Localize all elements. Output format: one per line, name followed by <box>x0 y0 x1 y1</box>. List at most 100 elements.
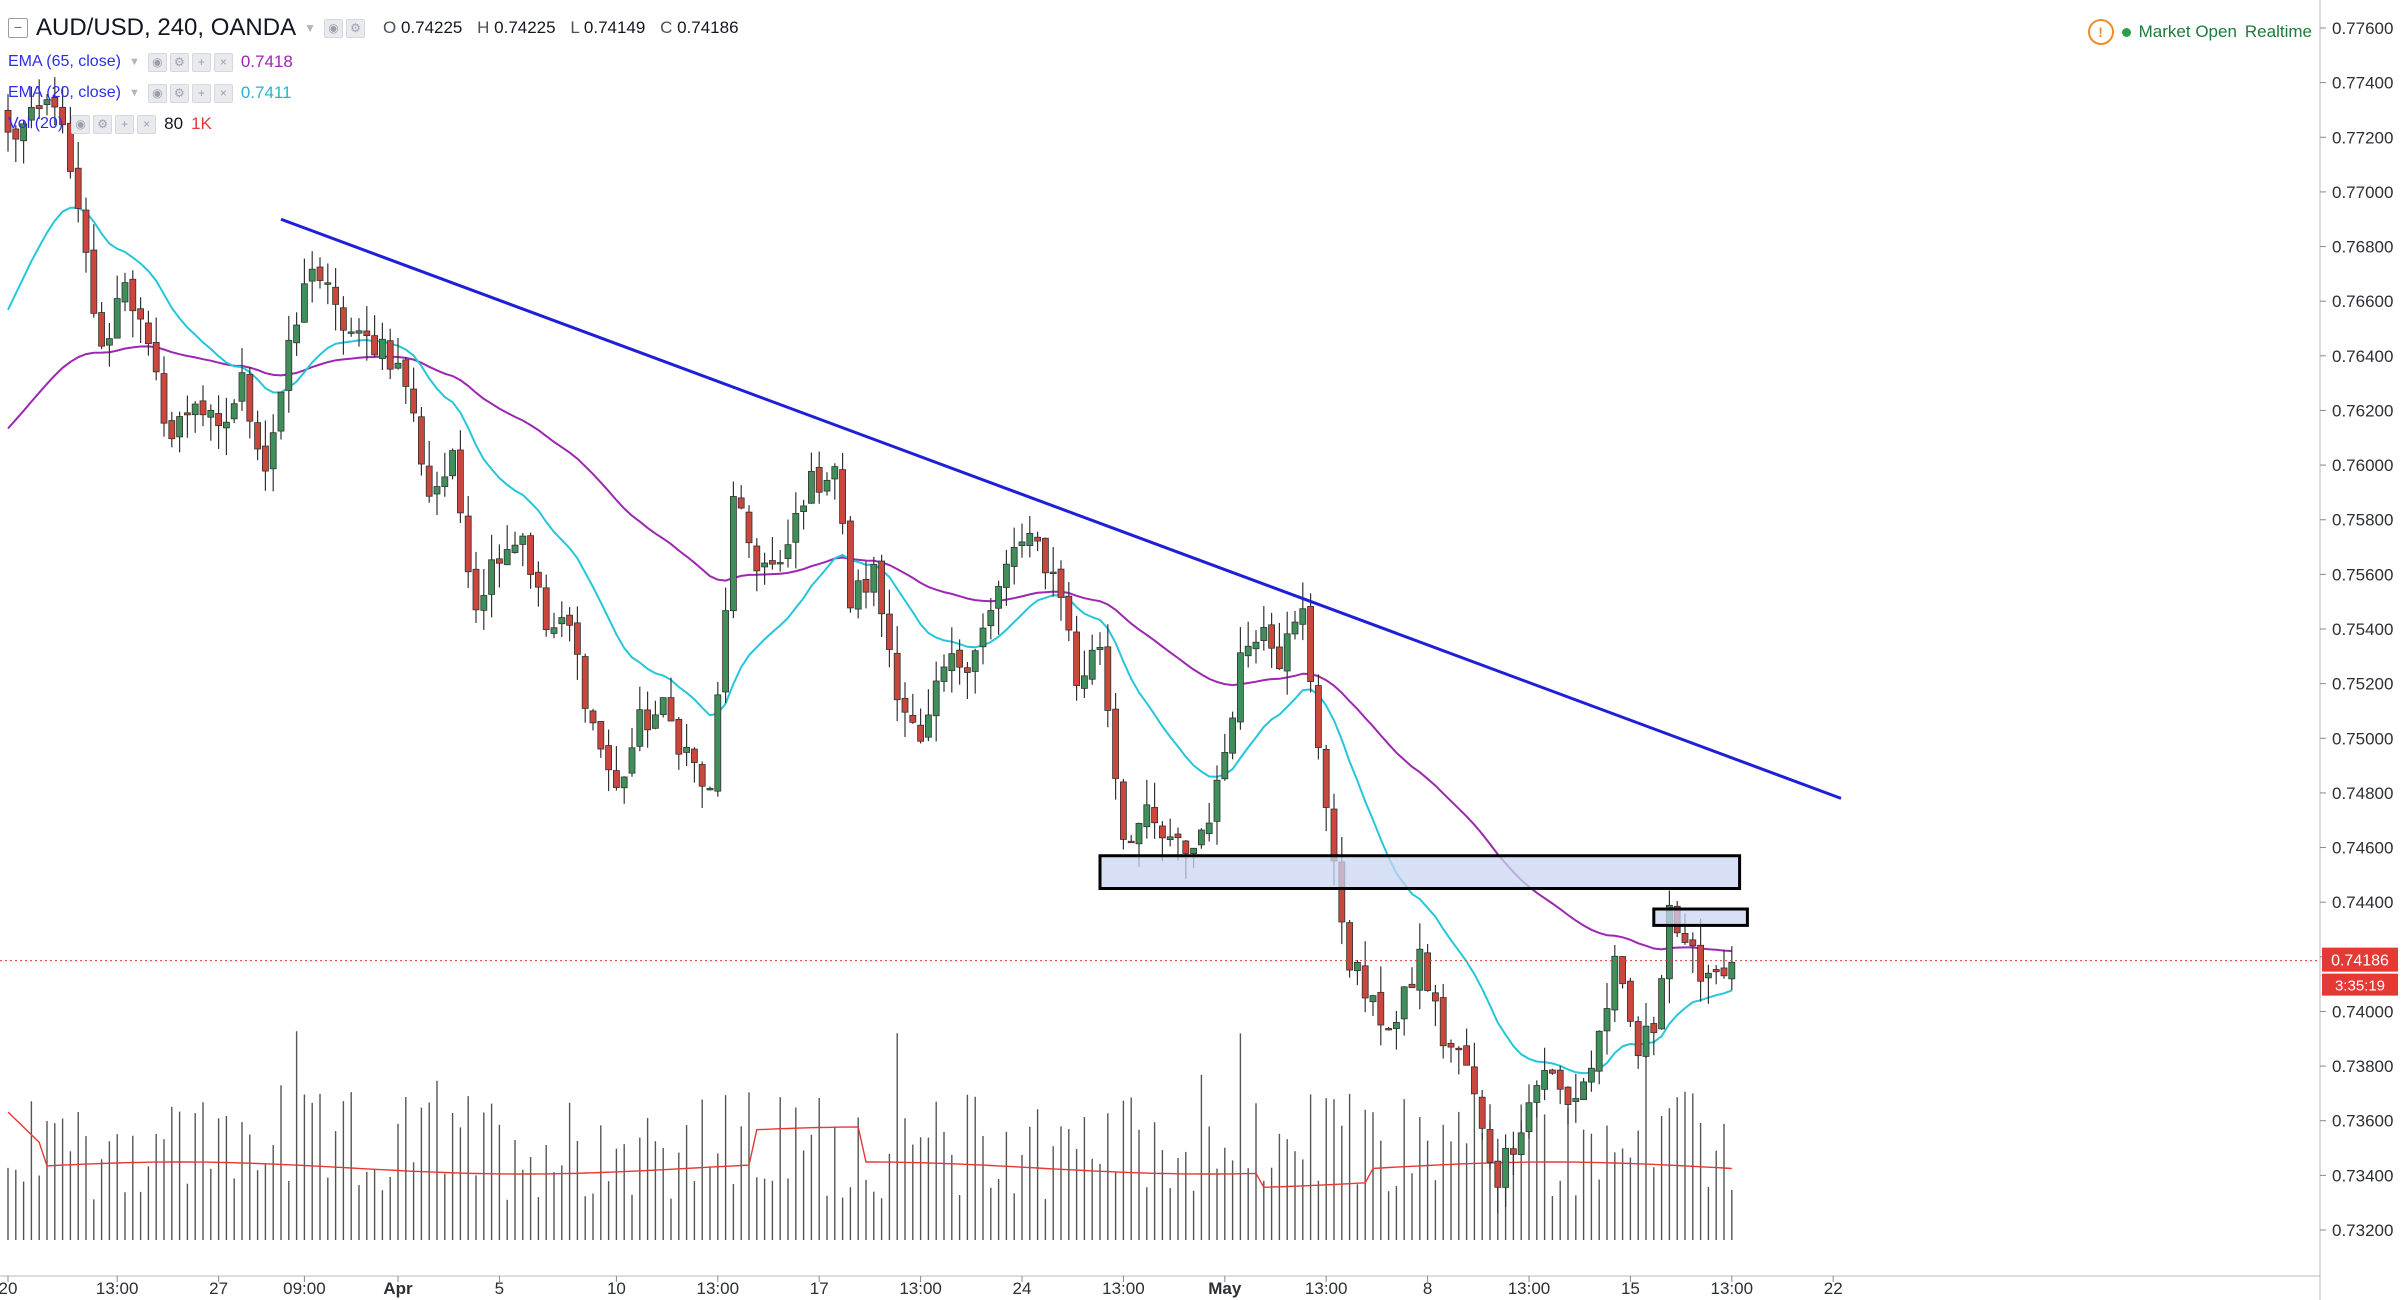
warning-icon[interactable]: ! <box>2087 19 2114 45</box>
candle-body <box>1712 969 1720 973</box>
volume-controls: ◉ ⚙ + × <box>71 114 157 134</box>
candle <box>1611 945 1619 1023</box>
candle <box>1650 1016 1658 1056</box>
candle <box>347 317 355 337</box>
candle <box>831 463 839 500</box>
candle <box>59 86 66 134</box>
price-axis[interactable]: 0.77600 0.77400 0.77200 0.77000 0.76800 0.766… <box>2320 19 2393 1240</box>
candle <box>1377 966 1385 1046</box>
candle <box>659 697 667 718</box>
close-icon[interactable]: × <box>213 83 233 103</box>
candle-body <box>1252 641 1260 650</box>
chevron-down-icon[interactable]: ▼ <box>128 87 140 99</box>
time-axis[interactable]: 20 13:00 27 09:00 Apr 5 10 13:00 17 13:00 24 13:00 M… <box>0 1276 1843 1298</box>
plot-background <box>0 0 2320 1276</box>
candle <box>730 481 737 619</box>
candle-body <box>769 560 776 565</box>
candle-body <box>730 496 737 612</box>
candle-body <box>1198 829 1205 846</box>
chevron-down-icon[interactable]: ▼ <box>304 21 316 35</box>
eye-icon[interactable]: ◉ <box>147 83 167 103</box>
ema65-label[interactable]: EMA (65, close) <box>8 53 121 70</box>
candle <box>324 263 332 305</box>
candle-body <box>1307 606 1314 682</box>
candle <box>1065 581 1073 642</box>
add-icon[interactable]: + <box>191 52 211 72</box>
candle-body <box>1595 1030 1603 1072</box>
candle <box>1439 983 1447 1059</box>
candle <box>987 597 995 640</box>
ema65-line <box>7 345 1732 952</box>
ema20-line <box>7 206 1733 1075</box>
candle-body <box>620 776 628 789</box>
y-tick-label: 0.74000 <box>2332 1002 2393 1021</box>
x-tick-label: 20 <box>0 1279 17 1298</box>
candle <box>316 257 324 289</box>
gear-icon[interactable]: ⚙ <box>345 18 365 38</box>
eye-icon[interactable]: ◉ <box>71 114 91 134</box>
candle-body <box>285 339 293 391</box>
candle-body <box>1135 822 1143 845</box>
candle-body <box>792 512 800 543</box>
candle <box>839 452 846 535</box>
candle-body <box>1424 952 1431 991</box>
candle-body <box>74 167 82 209</box>
candle-body <box>1650 1023 1658 1034</box>
candle <box>261 420 269 491</box>
candle-body <box>1229 717 1236 754</box>
candle-body <box>940 666 948 682</box>
add-icon[interactable]: + <box>115 114 135 134</box>
candle-body <box>113 298 121 339</box>
candle-body <box>51 97 59 108</box>
close-icon[interactable]: × <box>213 52 233 72</box>
symbol-title[interactable]: AUD/USD, 240, OANDA <box>36 14 297 41</box>
eye-icon[interactable]: ◉ <box>323 18 343 38</box>
candle <box>1424 943 1431 992</box>
candle-body <box>1057 568 1065 598</box>
candle-body <box>597 721 605 750</box>
candle-body <box>1556 1069 1564 1090</box>
candle-body <box>1447 1043 1455 1048</box>
candle <box>581 653 589 723</box>
eye-icon[interactable]: ◉ <box>147 52 167 72</box>
ema20-label[interactable]: EMA (20, close) <box>8 84 121 101</box>
candle-body <box>652 714 659 729</box>
y-tick-label: 0.74400 <box>2332 893 2393 912</box>
gear-icon[interactable]: ⚙ <box>169 83 189 103</box>
add-icon[interactable]: + <box>191 83 211 103</box>
y-tick-label: 0.74600 <box>2332 839 2393 858</box>
symbol-legend: − AUD/USD, 240, OANDA ▼ ◉ ⚙ O 0.74225 H 0… <box>8 14 739 42</box>
candle <box>98 302 105 350</box>
volume-label[interactable]: Vol (20) <box>8 115 64 132</box>
candle-body <box>441 476 449 487</box>
candle-body <box>574 622 581 655</box>
chevron-down-icon[interactable]: ▼ <box>128 56 140 68</box>
candle <box>285 315 293 413</box>
candle-body <box>1572 1098 1580 1102</box>
candle <box>1283 611 1291 695</box>
gear-icon[interactable]: ⚙ <box>169 52 189 72</box>
candle-body <box>1619 956 1626 985</box>
candle <box>43 94 51 116</box>
x-tick-label: 15 <box>1621 1279 1640 1298</box>
market-open-label: Market Open <box>2138 22 2237 41</box>
y-tick-label: 0.75200 <box>2332 675 2393 694</box>
x-tick-label: May <box>1208 1279 1242 1298</box>
candle <box>519 533 527 567</box>
volume-legend: Vol (20) ◉ ⚙ + × 80 1K <box>8 114 212 134</box>
candle-body <box>1385 1028 1392 1031</box>
candle <box>1416 923 1424 1010</box>
x-tick-label: 09:00 <box>283 1279 326 1298</box>
candle <box>628 727 636 777</box>
close-icon[interactable]: × <box>137 114 157 134</box>
candle-body <box>488 559 496 595</box>
gear-icon[interactable]: ⚙ <box>93 114 113 134</box>
drawings[interactable] <box>0 217 2320 962</box>
candle <box>574 606 581 680</box>
candle <box>1510 1131 1517 1175</box>
collapse-icon[interactable]: − <box>8 18 28 38</box>
realtime-label[interactable]: Realtime <box>2244 22 2312 41</box>
candle-body <box>277 391 285 432</box>
candle-body <box>745 511 753 544</box>
